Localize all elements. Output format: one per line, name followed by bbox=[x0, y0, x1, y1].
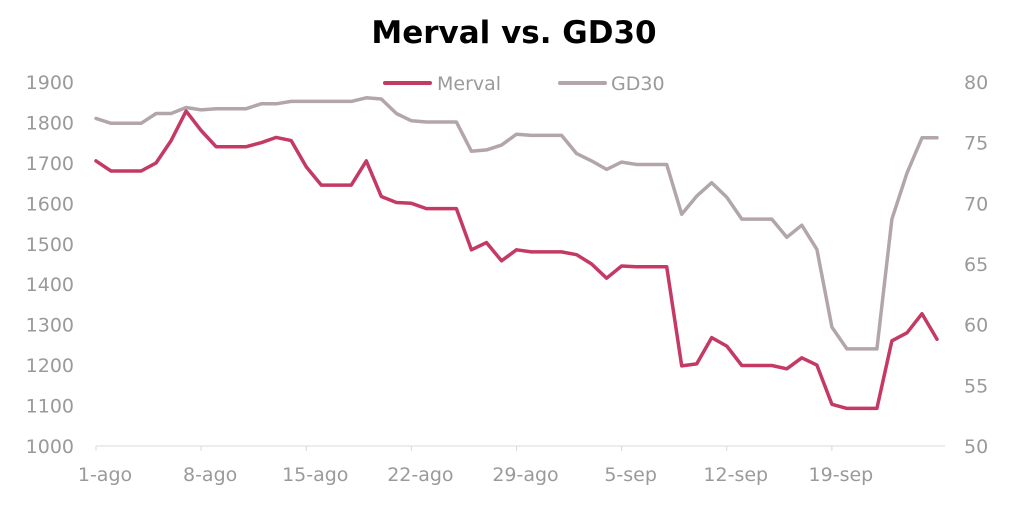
x-tick-label: 19-sep bbox=[809, 464, 874, 486]
y-left-tick-label: 1800 bbox=[26, 112, 74, 134]
x-tick-label: 12-sep bbox=[703, 464, 768, 486]
y-right-tick-label: 75 bbox=[964, 133, 988, 155]
chart-title: Merval vs. GD30 bbox=[371, 15, 656, 51]
y-right-tick-label: 65 bbox=[964, 254, 988, 276]
legend-label-merval: Merval bbox=[437, 73, 501, 95]
x-tick-label: 15-ago bbox=[282, 464, 348, 486]
y-left-tick-label: 1400 bbox=[26, 274, 74, 296]
x-tick-label: 5-sep bbox=[604, 464, 657, 486]
x-tick-label: 22-ago bbox=[387, 464, 453, 486]
y-left-tick-label: 1600 bbox=[26, 193, 74, 215]
x-tick-label: 29-ago bbox=[492, 464, 558, 486]
y-left-tick-label: 1300 bbox=[26, 315, 74, 337]
y-left-tick-label: 1100 bbox=[26, 396, 74, 418]
y-right-tick-label: 70 bbox=[964, 193, 988, 215]
x-tick-label: 1-ago bbox=[78, 464, 132, 486]
y-left-tick-label: 1200 bbox=[26, 355, 74, 377]
x-axis: 1-ago 8-ago 15-ago 22-ago 29-ago 5-sep 12-sep 1… bbox=[78, 446, 873, 486]
y-left-tick-label: 1900 bbox=[26, 72, 74, 94]
y-right-tick-label: 60 bbox=[964, 315, 988, 337]
plot-area bbox=[94, 96, 939, 411]
y-left-tick-label: 1000 bbox=[26, 436, 74, 458]
y-right-tick-label: 50 bbox=[964, 436, 988, 458]
y-right-tick-label: 55 bbox=[964, 375, 988, 397]
x-tick-label: 8-ago bbox=[183, 464, 237, 486]
y-axis-left: 1000 1100 1200 1300 1400 1500 1600 1700 1800 1900 bbox=[26, 72, 74, 458]
y-axis-right: 50 55 60 65 70 75 80 bbox=[964, 72, 988, 458]
series-line-gd30 bbox=[94, 96, 939, 351]
legend-label-gd30: GD30 bbox=[611, 73, 665, 95]
y-left-tick-label: 1700 bbox=[26, 153, 74, 175]
y-left-tick-label: 1500 bbox=[26, 234, 74, 256]
series-line-merval bbox=[94, 109, 939, 411]
y-right-tick-label: 80 bbox=[964, 72, 988, 94]
legend: Merval GD30 bbox=[383, 73, 665, 95]
